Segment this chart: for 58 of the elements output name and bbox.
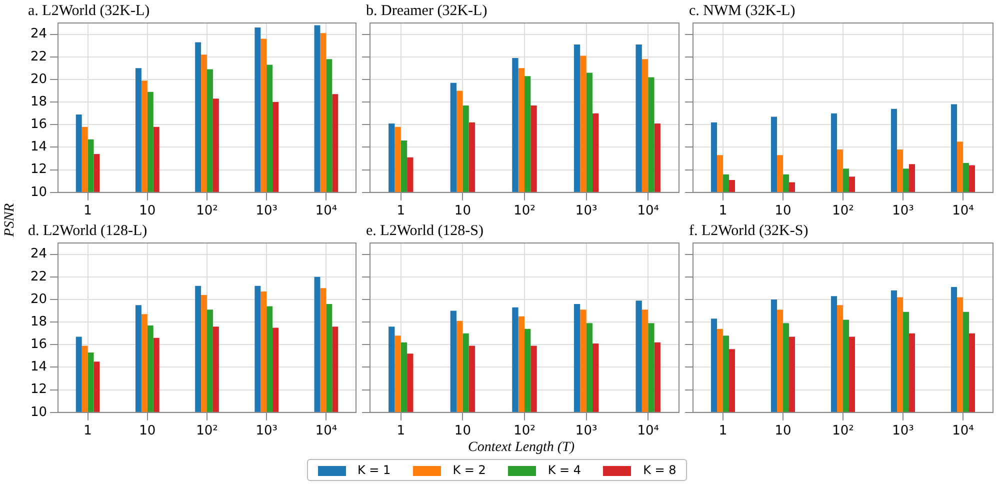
y-tick-label: 14 bbox=[30, 360, 47, 375]
y-tick-label: 12 bbox=[30, 162, 47, 178]
y-tick-label: 14 bbox=[30, 140, 47, 155]
legend-label: K = 4 bbox=[548, 463, 582, 477]
legend-label: K = 1 bbox=[358, 463, 391, 477]
x-tick-label: 10² bbox=[832, 204, 854, 219]
x-axis-title: Context Length (T) bbox=[468, 440, 575, 456]
x-tick-label: 10² bbox=[196, 424, 218, 439]
x-tick-label: 10² bbox=[514, 424, 536, 439]
y-tick-label: 10 bbox=[30, 184, 47, 200]
x-tick-label: 10³ bbox=[256, 424, 278, 439]
y-tick-label: 18 bbox=[30, 314, 47, 330]
x-tick-label: 1 bbox=[396, 424, 406, 439]
y-tick-label: 18 bbox=[30, 94, 47, 110]
y-tick-label: 20 bbox=[30, 292, 47, 307]
y-tick-label: 20 bbox=[30, 72, 47, 87]
y-tick-label: 10 bbox=[30, 404, 47, 420]
x-tick-label: 10³ bbox=[256, 204, 278, 219]
x-tick-label: 10⁴ bbox=[315, 424, 338, 439]
y-tick-label: 12 bbox=[30, 382, 47, 398]
y-tick-label: 22 bbox=[30, 269, 47, 284]
chart-title: e. L2World (128-S) bbox=[366, 222, 484, 239]
x-tick-label: 10 bbox=[774, 204, 792, 219]
x-tick-label: 10³ bbox=[892, 204, 914, 219]
y-tick-label: 22 bbox=[30, 49, 47, 64]
x-tick-label: 1 bbox=[718, 204, 728, 219]
legend-label: K = 8 bbox=[643, 463, 676, 477]
x-tick-label: 10 bbox=[454, 204, 471, 219]
y-tick-label: 16 bbox=[30, 117, 47, 132]
chart-title: f. L2World (32K-S) bbox=[689, 222, 808, 239]
chart-title: b. Dreamer (32K-L) bbox=[366, 2, 488, 19]
x-tick-label: 10³ bbox=[892, 424, 914, 439]
x-tick-label: 10² bbox=[196, 204, 218, 219]
legend-label: K = 2 bbox=[452, 463, 486, 477]
x-tick-label: 1 bbox=[718, 424, 728, 439]
x-tick-label: 10³ bbox=[575, 204, 598, 219]
y-tick-label: 16 bbox=[30, 337, 47, 352]
y-tick-label: 24 bbox=[30, 246, 47, 262]
x-tick-label: 10 bbox=[139, 424, 156, 439]
x-tick-label: 10⁴ bbox=[637, 424, 659, 439]
x-tick-label: 10 bbox=[454, 424, 471, 439]
x-tick-label: 10² bbox=[514, 204, 536, 219]
x-tick-label: 10⁴ bbox=[637, 204, 659, 219]
x-tick-label: 10⁴ bbox=[952, 424, 974, 439]
chart-title: d. L2World (128-L) bbox=[28, 222, 148, 239]
x-tick-label: 10 bbox=[774, 424, 792, 439]
x-tick-label: 1 bbox=[84, 204, 92, 219]
chart-title: c. NWM (32K-L) bbox=[689, 2, 796, 19]
x-tick-label: 1 bbox=[84, 424, 92, 439]
x-tick-label: 10² bbox=[832, 424, 854, 439]
x-tick-label: 10⁴ bbox=[315, 204, 338, 219]
x-tick-label: 1 bbox=[396, 204, 406, 219]
y-tick-label: 24 bbox=[30, 26, 47, 42]
chart-title: a. L2World (32K-L) bbox=[28, 2, 150, 19]
y-axis-title: PSNR bbox=[2, 203, 18, 237]
x-tick-label: 10 bbox=[139, 204, 156, 219]
x-tick-label: 10³ bbox=[575, 424, 598, 439]
x-tick-label: 10⁴ bbox=[952, 204, 974, 219]
